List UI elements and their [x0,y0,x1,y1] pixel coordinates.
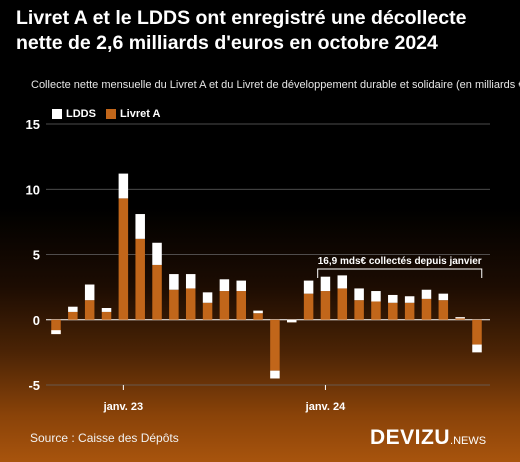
bar-livret-a [185,288,196,320]
bar-livret-a [421,298,432,320]
y-tick-label: -5 [28,378,40,393]
bar-ldds [253,310,263,314]
bar-ldds [388,294,398,303]
y-tick-label: 5 [33,248,40,263]
bar-ldds [51,330,61,335]
bar-ldds [337,275,348,289]
bar-livret-a [388,302,398,320]
legend-item-livret-a: Livret A [105,108,161,120]
x-tick-label: janv. 24 [305,401,346,413]
bar-livret-a [320,291,331,320]
bar-ldds [219,279,230,292]
bar-livret-a [169,289,179,320]
bar-ldds [421,289,432,299]
bar-ldds [202,292,213,303]
y-tick-label: 15 [26,117,40,132]
bar-livret-a [51,319,61,335]
bar-ldds [185,274,196,289]
bar-ldds [371,291,381,302]
bar-ldds [303,280,314,294]
bar-ldds [84,284,95,301]
bar-livret-a [270,319,280,371]
bar-ldds [320,276,331,292]
bar-livret-a [438,300,449,320]
bar-livret-a [472,319,482,345]
brand-suffix: .NEWS [450,435,487,447]
bar-ldds [118,173,129,199]
bar-livret-a [202,302,213,320]
annotation-bracket [317,268,483,278]
bar-livret-a [303,293,314,320]
brand-name: DEVIZU [370,426,451,449]
bar-ldds [270,370,280,379]
bar-livret-a [354,300,364,320]
bar-livret-a [455,318,465,320]
bar-ldds [404,296,415,303]
bar-ldds [287,319,297,323]
bar-livret-a [68,311,78,320]
brand-logo: DEVIZU.NEWS [370,426,486,450]
legend-item-ldds: LDDS [52,108,96,120]
bar-ldds [472,344,482,353]
bar-livret-a [404,302,415,320]
legend-swatch-ldds [52,109,62,119]
bar-livret-a [152,264,162,320]
y-tick-label: 10 [26,182,40,197]
bar-livret-a [101,311,112,320]
bar-ldds [354,288,364,301]
bar-livret-a [337,288,348,320]
x-tick-label: janv. 23 [103,401,144,413]
bar-livret-a [236,291,246,320]
chart-subtitle: Collecte nette mensuelle du Livret A et … [31,79,520,91]
legend: LDDS Livret A [52,108,171,120]
bar-ldds [236,280,246,292]
bar-livret-a [135,238,145,320]
bar-livret-a [219,291,230,320]
bar-livret-a [253,313,263,320]
bar-ldds [455,317,465,319]
bar-livret-a [84,300,95,320]
annotation-label: 16,9 mds€ collectés depuis janvier [318,256,482,267]
y-tick-label: 0 [33,313,40,328]
bar-ldds [68,306,78,312]
bar-livret-a [118,198,129,320]
bar-ldds [438,293,449,301]
legend-label-livret-a: Livret A [119,108,161,120]
bar-ldds [152,242,162,265]
legend-label-ldds: LDDS [66,108,96,120]
legend-swatch-livret-a [105,109,116,119]
bar-ldds [101,308,112,312]
bar-ldds [169,274,179,290]
chart-title: Livret A et le LDDS ont enregistré une d… [16,7,467,54]
source-note: Source : Caisse des Dépôts [30,431,179,445]
bar-livret-a [371,301,381,320]
bar-ldds [135,214,145,239]
